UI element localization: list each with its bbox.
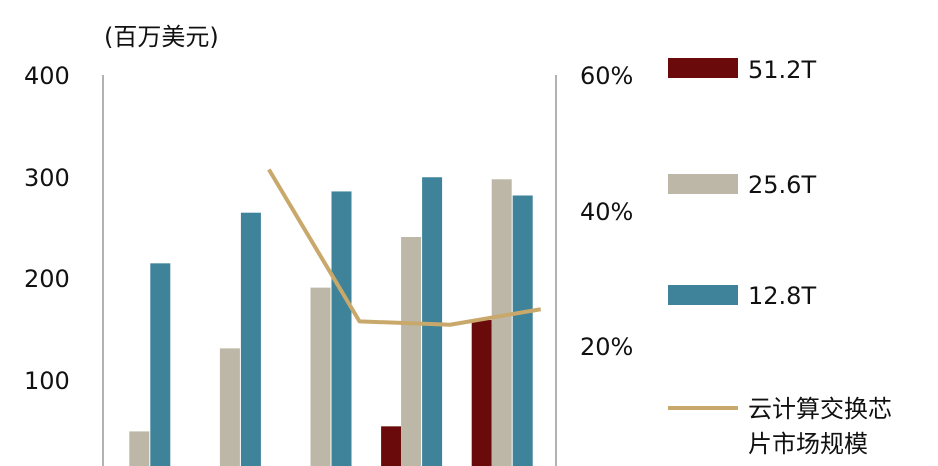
- line-series-group: [267, 168, 542, 327]
- bar-12-8t-1: [240, 212, 261, 466]
- legend: 51.2T 25.6T 12.8T 云计算交换芯 片市场规模: [668, 56, 892, 458]
- bars-group: [129, 177, 533, 466]
- y-unit-label: (百万美元): [104, 23, 219, 51]
- bar-12-8t-3: [422, 177, 443, 466]
- y-left-tick-300: 300: [24, 164, 70, 192]
- legend-label-market-size-line2: 片市场规模: [748, 430, 868, 458]
- bar-51-2t-3: [381, 426, 402, 466]
- y-right-tick-40: 40%: [580, 198, 633, 226]
- legend-label-12-8t: 12.8T: [748, 282, 816, 310]
- y-left-tick-400: 400: [24, 62, 70, 90]
- legend-swatch-51-2t: [668, 58, 738, 78]
- legend-label-market-size-line1: 云计算交换芯: [748, 395, 892, 423]
- line-market-size: [267, 168, 542, 327]
- y-left-tick-200: 200: [24, 265, 70, 293]
- y-left-tick-100: 100: [24, 367, 70, 395]
- y-right-tick-20: 20%: [580, 333, 633, 361]
- bar-25-6t-4: [491, 179, 512, 466]
- bar-25-6t-1: [219, 348, 240, 466]
- bar-25-6t-2: [310, 287, 331, 466]
- bar-25-6t-3: [401, 237, 422, 466]
- bar-12-8t-2: [331, 191, 352, 466]
- legend-label-51-2t: 51.2T: [748, 56, 816, 84]
- legend-swatch-12-8t: [668, 285, 738, 305]
- y-right-tick-60: 60%: [580, 62, 633, 90]
- bar-51-2t-4: [471, 320, 492, 466]
- legend-swatch-25-6t: [668, 174, 738, 194]
- bar-25-6t-0: [129, 431, 150, 466]
- bar-12-8t-0: [150, 263, 171, 466]
- bar-12-8t-4: [512, 195, 533, 466]
- legend-label-25-6t: 25.6T: [748, 171, 816, 199]
